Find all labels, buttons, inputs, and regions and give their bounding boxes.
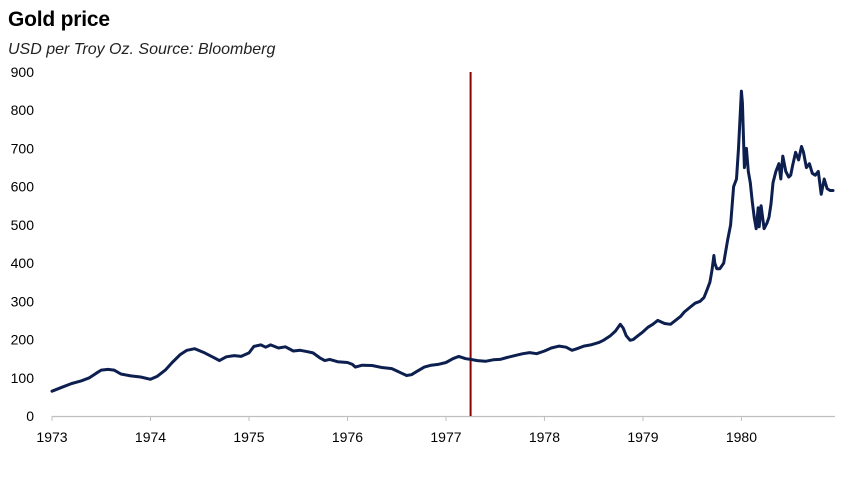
x-tick-label: 1977 <box>430 429 461 445</box>
y-tick-label: 600 <box>11 179 35 195</box>
y-tick-label: 100 <box>11 370 35 386</box>
y-tick-label: 0 <box>26 408 34 424</box>
x-tick-label: 1975 <box>233 429 264 445</box>
y-tick-label: 200 <box>11 332 35 348</box>
x-tick-label: 1979 <box>627 429 658 445</box>
chart-title: Gold price <box>8 8 110 31</box>
y-tick-label: 500 <box>11 217 35 233</box>
series-line <box>50 89 835 393</box>
y-axis: 0 100 200 300 400 500 600 700 800 900 <box>11 64 35 424</box>
x-axis: 1973 1974 1975 1976 1977 1978 1979 1980 <box>36 416 757 445</box>
chart-subtitle: USD per Troy Oz. Source: Bloomberg <box>8 41 276 58</box>
y-tick-label: 900 <box>11 64 35 80</box>
x-tick-label: 1978 <box>529 429 560 445</box>
x-tick-label: 1980 <box>726 429 757 445</box>
x-tick-label: 1973 <box>36 429 67 445</box>
y-tick-label: 400 <box>11 255 35 271</box>
x-tick-label: 1974 <box>135 429 166 445</box>
y-tick-label: 800 <box>11 102 35 118</box>
y-tick-label: 700 <box>11 140 35 156</box>
y-tick-label: 300 <box>11 293 35 309</box>
x-tick-label: 1976 <box>332 429 363 445</box>
